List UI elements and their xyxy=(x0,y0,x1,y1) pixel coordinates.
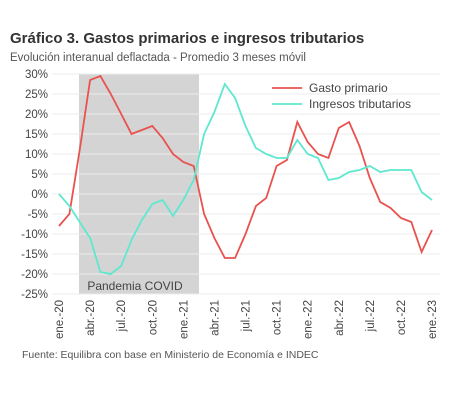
y-tick-label: -15% xyxy=(21,249,48,261)
x-tick-label: ene.-23 xyxy=(427,300,439,339)
y-tick-label: -10% xyxy=(21,229,48,241)
x-tick-label: jul.-20 xyxy=(116,300,128,332)
y-tick-label: 10% xyxy=(25,149,48,161)
y-tick-label: 20% xyxy=(25,109,48,121)
series-line xyxy=(58,82,433,275)
x-tick-label: oct.-22 xyxy=(396,300,408,335)
y-tick-label: 0% xyxy=(31,189,48,201)
source: Fuente: Equilibra con base en Ministerio… xyxy=(22,349,319,361)
annotation: Pandemia COVID xyxy=(87,279,183,293)
legend-label: Ingresos tributarios xyxy=(309,97,411,111)
chart-title: Gráfico 3. Gastos primarios e ingresos t… xyxy=(10,30,364,47)
x-tick-label: abr.-21 xyxy=(209,300,221,336)
y-tick-label: 25% xyxy=(25,89,48,101)
x-tick-label: ene.-22 xyxy=(303,300,315,339)
x-tick-label: oct.-21 xyxy=(272,300,284,335)
x-tick-label: abr.-22 xyxy=(334,300,346,336)
legend-label: Gasto primario xyxy=(309,81,388,95)
x-tick-label: jul.-22 xyxy=(365,300,377,332)
chart-subtitle: Evolución interanual deflactada - Promed… xyxy=(10,52,306,64)
y-tick-label: 15% xyxy=(25,129,48,141)
series-line xyxy=(58,74,433,259)
y-tick-label: -20% xyxy=(21,269,48,281)
x-tick-label: ene.-21 xyxy=(178,300,190,339)
y-tick-label: 30% xyxy=(25,69,48,81)
x-tick-label: ene.-20 xyxy=(54,300,66,339)
x-tick-label: jul.-21 xyxy=(241,300,253,332)
y-tick-label: -25% xyxy=(21,289,48,301)
x-tick-label: abr.-20 xyxy=(85,300,97,336)
x-tick-label: oct.-20 xyxy=(147,300,159,335)
y-tick-label: 5% xyxy=(31,169,48,181)
y-tick-label: -5% xyxy=(28,209,48,221)
covid-shade xyxy=(79,74,199,294)
